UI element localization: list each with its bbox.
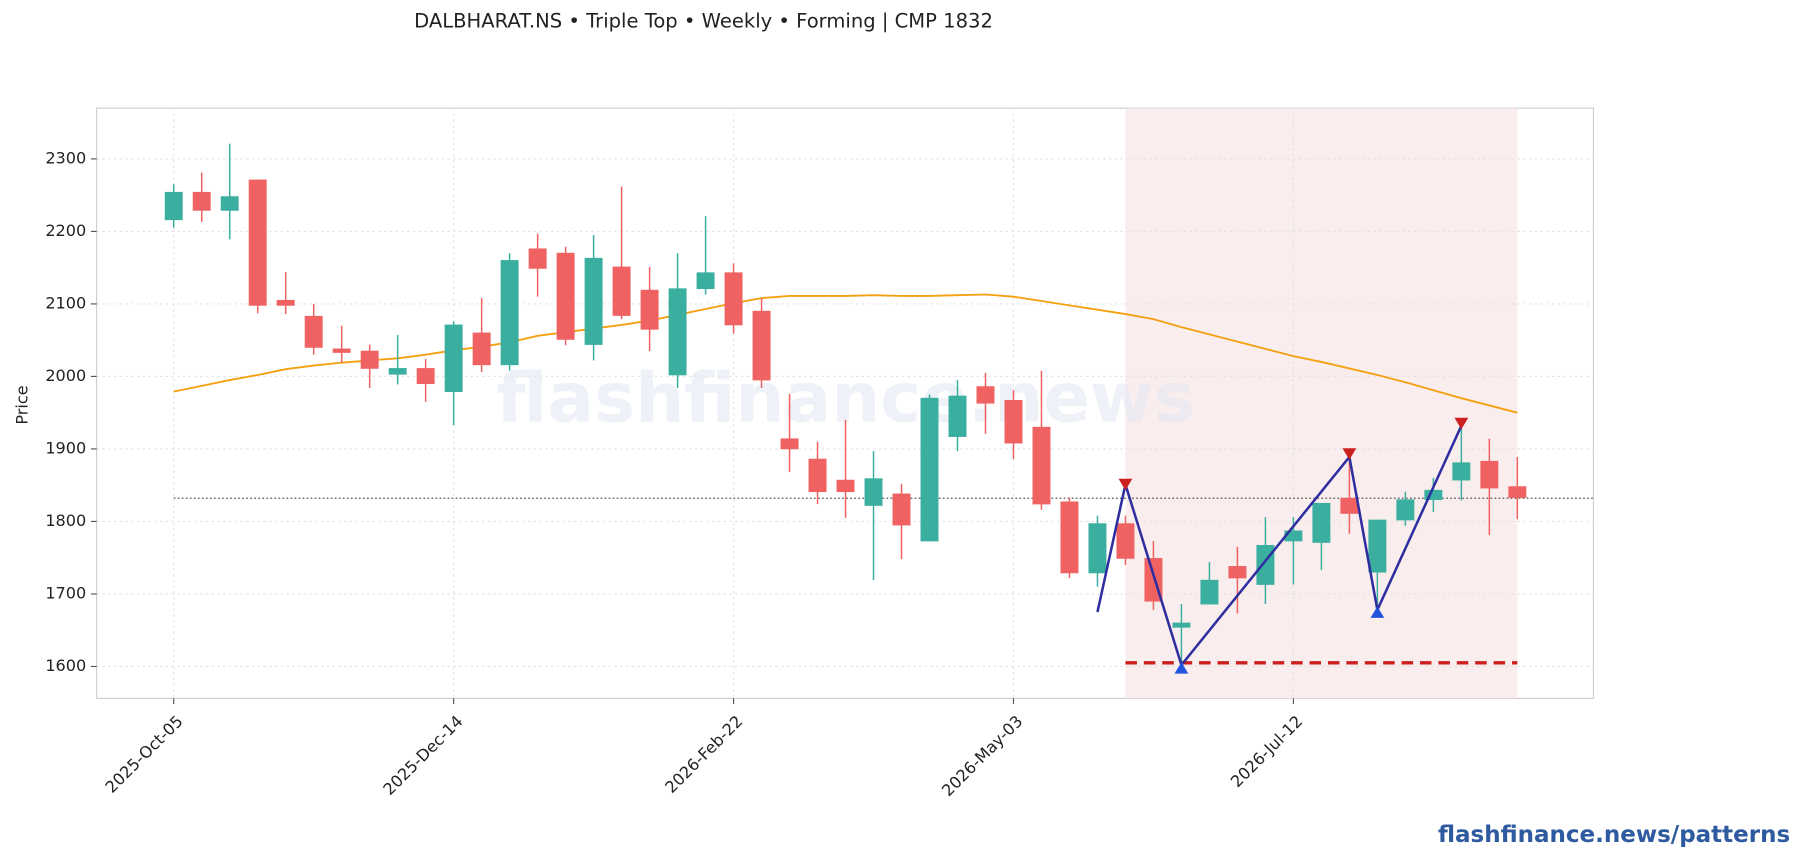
footer-link: flashfinance.news/patterns — [1438, 822, 1790, 848]
y-tick-label: 2300 — [45, 148, 86, 167]
candle-body — [612, 266, 631, 316]
y-tick-label: 1900 — [45, 438, 86, 457]
y-tick-label: 2000 — [45, 366, 86, 385]
trough-marker — [1174, 662, 1189, 674]
candle-body — [752, 310, 771, 381]
candle-body — [528, 248, 547, 269]
peak-marker — [1118, 478, 1133, 491]
candle-body — [388, 368, 407, 375]
y-tick-label: 1600 — [45, 656, 86, 675]
candle-body — [696, 272, 715, 290]
plot-layer — [96, 108, 1594, 699]
y-tick-label: 1800 — [45, 511, 86, 530]
candle-body — [220, 196, 239, 211]
candle-body — [1172, 622, 1191, 628]
trough-marker — [1370, 606, 1385, 618]
candle-body — [1396, 499, 1415, 521]
candle-body — [724, 272, 743, 326]
candle-body — [556, 252, 575, 340]
candle-body — [276, 299, 295, 306]
peak-marker — [1342, 448, 1357, 460]
candle-body — [640, 289, 659, 330]
candle-body — [1424, 489, 1443, 501]
candle-body — [1032, 426, 1051, 505]
candle-body — [1228, 566, 1247, 579]
candle-body — [1256, 545, 1275, 585]
candle-body — [1368, 519, 1387, 573]
candle-body — [836, 479, 855, 493]
candle-body — [1004, 400, 1023, 444]
candle-body — [1200, 579, 1219, 605]
candle-body — [1452, 462, 1471, 481]
candle-body — [304, 315, 323, 348]
y-axis-label: Price — [13, 385, 32, 424]
pattern-line — [1096, 425, 1463, 668]
x-tick-label: 2025-Oct-05 — [102, 712, 187, 797]
candle-body — [1508, 486, 1527, 498]
candle-body — [864, 478, 883, 506]
pattern-zone — [1125, 108, 1518, 699]
candle-body — [192, 191, 211, 211]
x-tick-label: 2026-Feb-22 — [661, 712, 746, 797]
candle-body — [1060, 501, 1079, 574]
candle-body — [1312, 502, 1331, 543]
candle-body — [584, 257, 603, 345]
y-tick-label: 1700 — [45, 583, 86, 602]
candle-body — [360, 350, 379, 369]
y-tick-label: 2200 — [45, 221, 86, 240]
candle-body — [1088, 523, 1107, 574]
candle-body — [780, 438, 799, 450]
candle-body — [1480, 460, 1499, 489]
chart-title: DALBHARAT.NS • Triple Top • Weekly • For… — [414, 9, 993, 32]
candle-body — [976, 386, 995, 404]
x-tick-label: 2026-Jul-12 — [1227, 712, 1306, 791]
candle-body — [444, 324, 463, 392]
candle-body — [668, 288, 687, 376]
candle-body — [332, 348, 351, 353]
y-tick-label: 2100 — [45, 293, 86, 312]
candle-body — [472, 332, 491, 366]
candle-body — [164, 191, 183, 221]
candle-body — [1340, 497, 1359, 514]
candle-body — [892, 493, 911, 526]
peak-marker — [1454, 417, 1469, 430]
x-tick-label: 2026-May-03 — [938, 712, 1026, 800]
candle-body — [920, 397, 939, 542]
candle-body — [1116, 523, 1135, 559]
candle-body — [248, 179, 267, 306]
candle-body — [500, 260, 519, 366]
candle-body — [416, 368, 435, 385]
x-tick-label: 2025-Dec-14 — [379, 712, 466, 799]
candle-body — [948, 395, 967, 437]
candle-body — [808, 458, 827, 493]
